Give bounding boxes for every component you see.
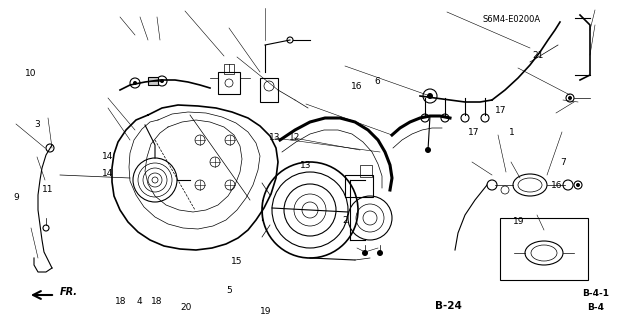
Circle shape: [568, 96, 572, 100]
Text: FR.: FR.: [60, 287, 78, 297]
Text: 19: 19: [513, 217, 524, 226]
Circle shape: [427, 93, 433, 99]
Text: 1: 1: [509, 128, 515, 137]
Bar: [345, 175, 373, 197]
Text: 20: 20: [180, 303, 191, 312]
Circle shape: [425, 147, 431, 153]
Text: 12: 12: [289, 133, 300, 142]
Text: B-4-1: B-4-1: [582, 289, 609, 298]
Text: 4: 4: [137, 297, 142, 306]
Bar: [500, 218, 588, 280]
Text: 6: 6: [375, 77, 380, 86]
Text: 14: 14: [102, 152, 113, 161]
Text: 11: 11: [42, 185, 54, 194]
Bar: [218, 72, 240, 94]
Text: B-4: B-4: [587, 303, 604, 312]
Text: 18: 18: [151, 297, 163, 306]
Text: B-24: B-24: [435, 301, 461, 311]
Text: 7: 7: [561, 158, 566, 167]
Text: 16: 16: [551, 181, 563, 189]
Text: 13: 13: [269, 133, 281, 142]
Text: 19: 19: [260, 307, 271, 315]
Circle shape: [133, 81, 137, 85]
Text: 17: 17: [495, 106, 506, 115]
Text: 15: 15: [231, 257, 243, 266]
Bar: [360, 165, 372, 177]
Bar: [148, 77, 158, 85]
Text: 14: 14: [102, 169, 113, 178]
Text: 9: 9: [13, 193, 19, 202]
Text: 18: 18: [115, 297, 126, 306]
Circle shape: [160, 79, 164, 83]
Circle shape: [576, 183, 580, 187]
Text: 13: 13: [300, 161, 312, 170]
Circle shape: [377, 250, 383, 256]
Text: 10: 10: [25, 69, 36, 78]
Circle shape: [362, 250, 368, 256]
Text: 17: 17: [468, 128, 479, 137]
Text: 2: 2: [343, 216, 348, 225]
Text: S6M4-E0200A: S6M4-E0200A: [483, 15, 541, 24]
Bar: [224, 64, 234, 74]
Text: 21: 21: [532, 51, 543, 60]
Text: 16: 16: [351, 82, 363, 91]
Text: 5: 5: [227, 286, 232, 295]
Bar: [260, 78, 278, 102]
Text: 3: 3: [35, 120, 40, 129]
